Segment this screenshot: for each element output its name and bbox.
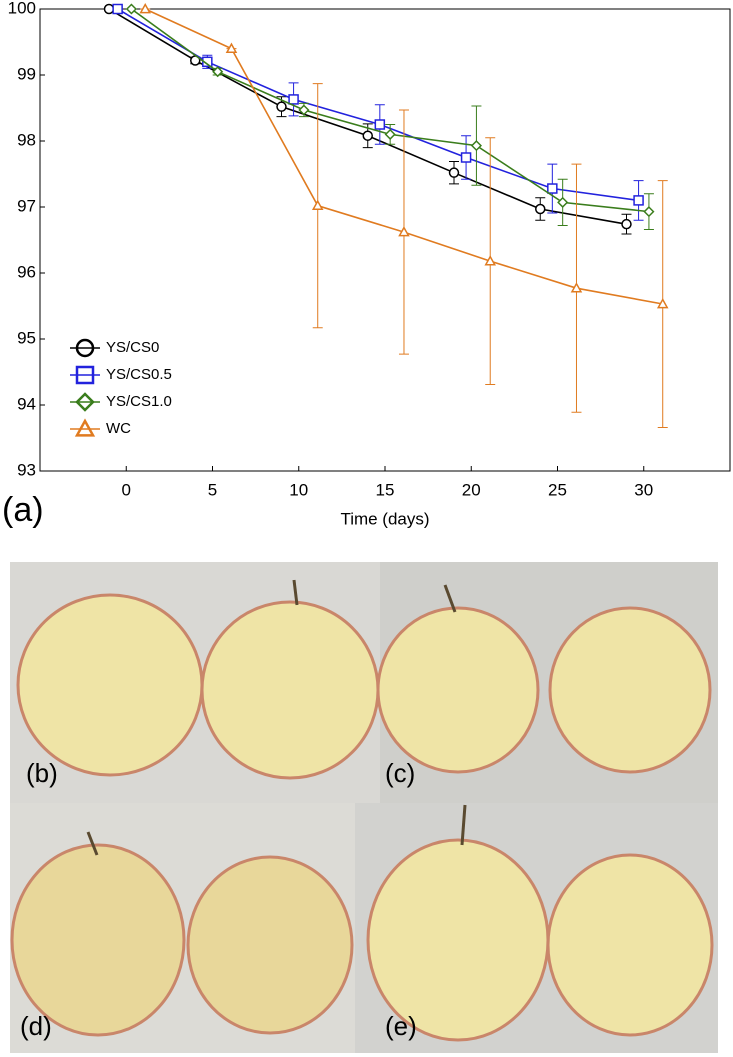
marker [103, 3, 115, 15]
x-tick-label: 0 [122, 480, 131, 499]
panel-label: (e) [385, 1011, 417, 1041]
marker [557, 196, 569, 208]
marker [139, 2, 151, 14]
apple [546, 853, 714, 1037]
marker [212, 66, 224, 78]
panel-label: (d) [20, 1011, 52, 1041]
series-line [130, 8, 650, 213]
stem [86, 831, 99, 856]
apple [10, 843, 186, 1037]
marker [384, 128, 396, 140]
legend-label: WC [106, 420, 131, 437]
apple [548, 606, 712, 774]
marker [656, 297, 669, 309]
marker [362, 130, 373, 141]
marker [75, 338, 95, 358]
y-tick-label: 97 [17, 196, 36, 215]
stem [460, 804, 467, 846]
marker [75, 392, 95, 412]
marker [74, 418, 96, 437]
panel-label: (b) [26, 758, 58, 788]
stem [292, 579, 299, 606]
x-tick-label: 25 [548, 480, 567, 499]
apple [16, 593, 204, 777]
x-tick-label: 20 [462, 480, 481, 499]
x-tick-label: 10 [289, 480, 308, 499]
stems [86, 579, 467, 856]
y-tick-label: 98 [17, 130, 36, 149]
apple [376, 606, 540, 774]
marker [643, 206, 655, 218]
x-tick-label: 5 [208, 480, 217, 499]
marker [225, 42, 238, 53]
marker [484, 255, 496, 266]
y-tick-label: 95 [17, 328, 36, 347]
apple [186, 855, 354, 1035]
marker [276, 101, 287, 112]
marker [125, 3, 137, 15]
marker [288, 94, 299, 105]
panel-label: (a) [2, 491, 44, 529]
y-tick-label: 93 [17, 460, 36, 479]
legend-label: YS/CS0 [106, 339, 159, 356]
marker [535, 203, 546, 215]
x-tick-label: 15 [376, 480, 395, 499]
y-tick-label: 96 [17, 262, 36, 281]
marker [633, 195, 644, 206]
x-tick-label: 30 [634, 480, 653, 499]
marker [75, 365, 95, 385]
marker [547, 183, 558, 194]
marker [460, 152, 472, 163]
legend-label: YS/CS0.5 [106, 366, 172, 383]
x-axis-label: Time (days) [340, 509, 429, 528]
panel-label: (c) [385, 758, 415, 788]
y-tick-label: 99 [17, 64, 36, 83]
marker [448, 167, 460, 178]
marker [398, 226, 410, 237]
y-tick-label: 100 [8, 0, 36, 17]
y-tick-label: 94 [17, 394, 36, 413]
apples [10, 593, 714, 1042]
legend-label: YS/CS1.0 [106, 393, 172, 410]
photos: (b) (c) (d) (e) [10, 562, 718, 1053]
stem [443, 584, 457, 613]
marker [470, 140, 482, 152]
marker [570, 282, 583, 293]
marker [112, 3, 123, 15]
marker [374, 119, 386, 130]
marker [311, 199, 324, 211]
apple [200, 600, 380, 780]
marker [621, 218, 632, 230]
marker [298, 104, 310, 116]
